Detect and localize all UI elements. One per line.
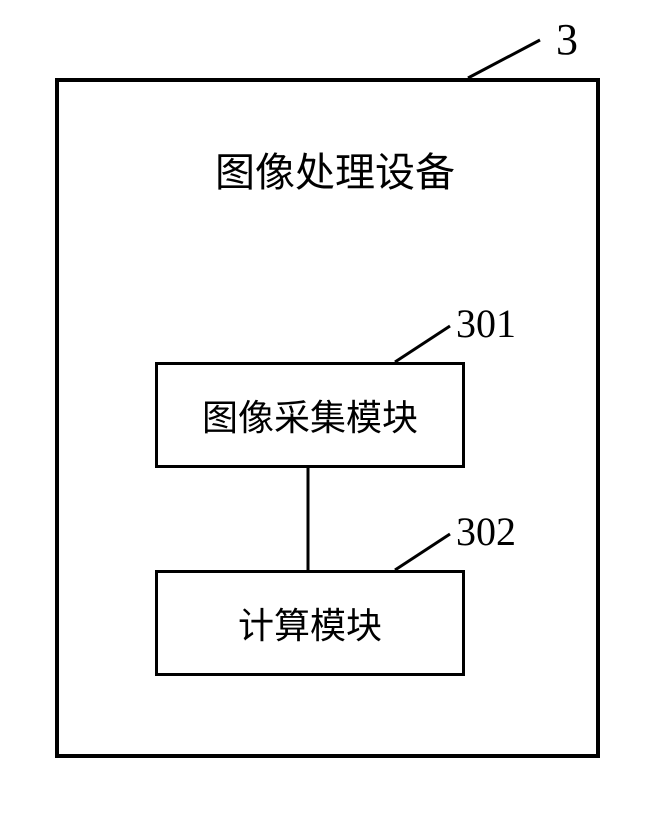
edge-301-302 xyxy=(0,0,655,824)
diagram-canvas: 图像处理设备 3 图像采集模块 301 计算模块 302 xyxy=(0,0,655,824)
